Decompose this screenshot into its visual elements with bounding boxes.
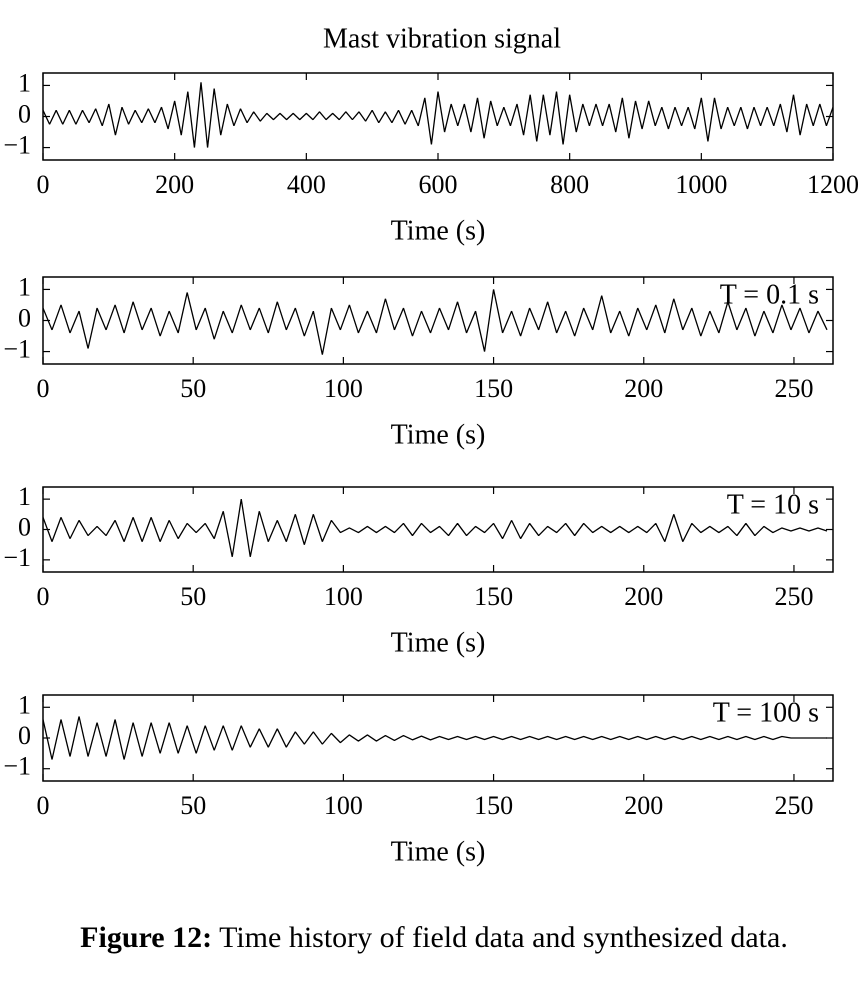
x-tick-label: 200 bbox=[624, 791, 663, 820]
x-axis-label: Time (s) bbox=[391, 215, 486, 246]
x-tick-label: 0 bbox=[37, 791, 50, 820]
x-tick-label: 50 bbox=[180, 582, 206, 611]
x-axis-label: Time (s) bbox=[391, 419, 486, 450]
y-tick-label: −1 bbox=[3, 752, 31, 781]
plot-frame bbox=[42, 72, 834, 161]
x-tick-label: 100 bbox=[324, 582, 363, 611]
y-tick-label: 0 bbox=[18, 721, 31, 750]
annotation: T = 100 s bbox=[713, 697, 819, 728]
signal-line bbox=[43, 82, 833, 148]
x-tick-label: 800 bbox=[550, 170, 589, 199]
x-tick-label: 0 bbox=[37, 582, 50, 611]
x-tick-label: 250 bbox=[774, 791, 813, 820]
x-tick-label: 150 bbox=[474, 374, 513, 403]
x-tick-label: 200 bbox=[624, 582, 663, 611]
y-tick-label: 1 bbox=[18, 690, 31, 719]
y-tick-label: −1 bbox=[3, 335, 31, 364]
signal-line bbox=[43, 716, 827, 760]
annotation: T = 0.1 s bbox=[720, 279, 819, 310]
x-tick-label: 50 bbox=[180, 791, 206, 820]
x-tick-label: 250 bbox=[774, 582, 813, 611]
x-axis-label: Time (s) bbox=[391, 836, 486, 867]
x-tick-label: 250 bbox=[774, 374, 813, 403]
x-tick-label: 200 bbox=[155, 170, 194, 199]
y-tick-label: 0 bbox=[18, 512, 31, 541]
y-tick-label: −1 bbox=[3, 131, 31, 160]
signal-line bbox=[43, 499, 828, 557]
x-tick-label: 1000 bbox=[675, 170, 727, 199]
x-tick-label: 50 bbox=[180, 374, 206, 403]
signal-line bbox=[43, 289, 828, 355]
caption-label: Figure 12: bbox=[80, 921, 212, 954]
annotation: T = 10 s bbox=[727, 489, 819, 520]
caption-text: Time history of field data and synthesiz… bbox=[219, 921, 788, 954]
x-tick-label: 400 bbox=[287, 170, 326, 199]
x-tick-label: 100 bbox=[324, 374, 363, 403]
y-tick-label: 0 bbox=[18, 99, 31, 128]
x-tick-label: 100 bbox=[324, 791, 363, 820]
x-tick-label: 0 bbox=[37, 170, 50, 199]
x-tick-label: 1200 bbox=[807, 170, 859, 199]
y-tick-label: 1 bbox=[18, 68, 31, 97]
plot-frame bbox=[42, 276, 834, 365]
y-tick-label: 1 bbox=[18, 272, 31, 301]
y-tick-label: 1 bbox=[18, 482, 31, 511]
x-axis-label: Time (s) bbox=[391, 627, 486, 658]
chart-title: Mast vibration signal bbox=[323, 23, 561, 54]
x-tick-label: 150 bbox=[474, 791, 513, 820]
y-tick-label: −1 bbox=[3, 543, 31, 572]
x-tick-label: 150 bbox=[474, 582, 513, 611]
y-tick-label: 0 bbox=[18, 303, 31, 332]
x-tick-label: 0 bbox=[37, 374, 50, 403]
caption: Figure 12: Time history of field data an… bbox=[80, 921, 788, 954]
x-tick-label: 200 bbox=[624, 374, 663, 403]
x-tick-label: 600 bbox=[419, 170, 458, 199]
